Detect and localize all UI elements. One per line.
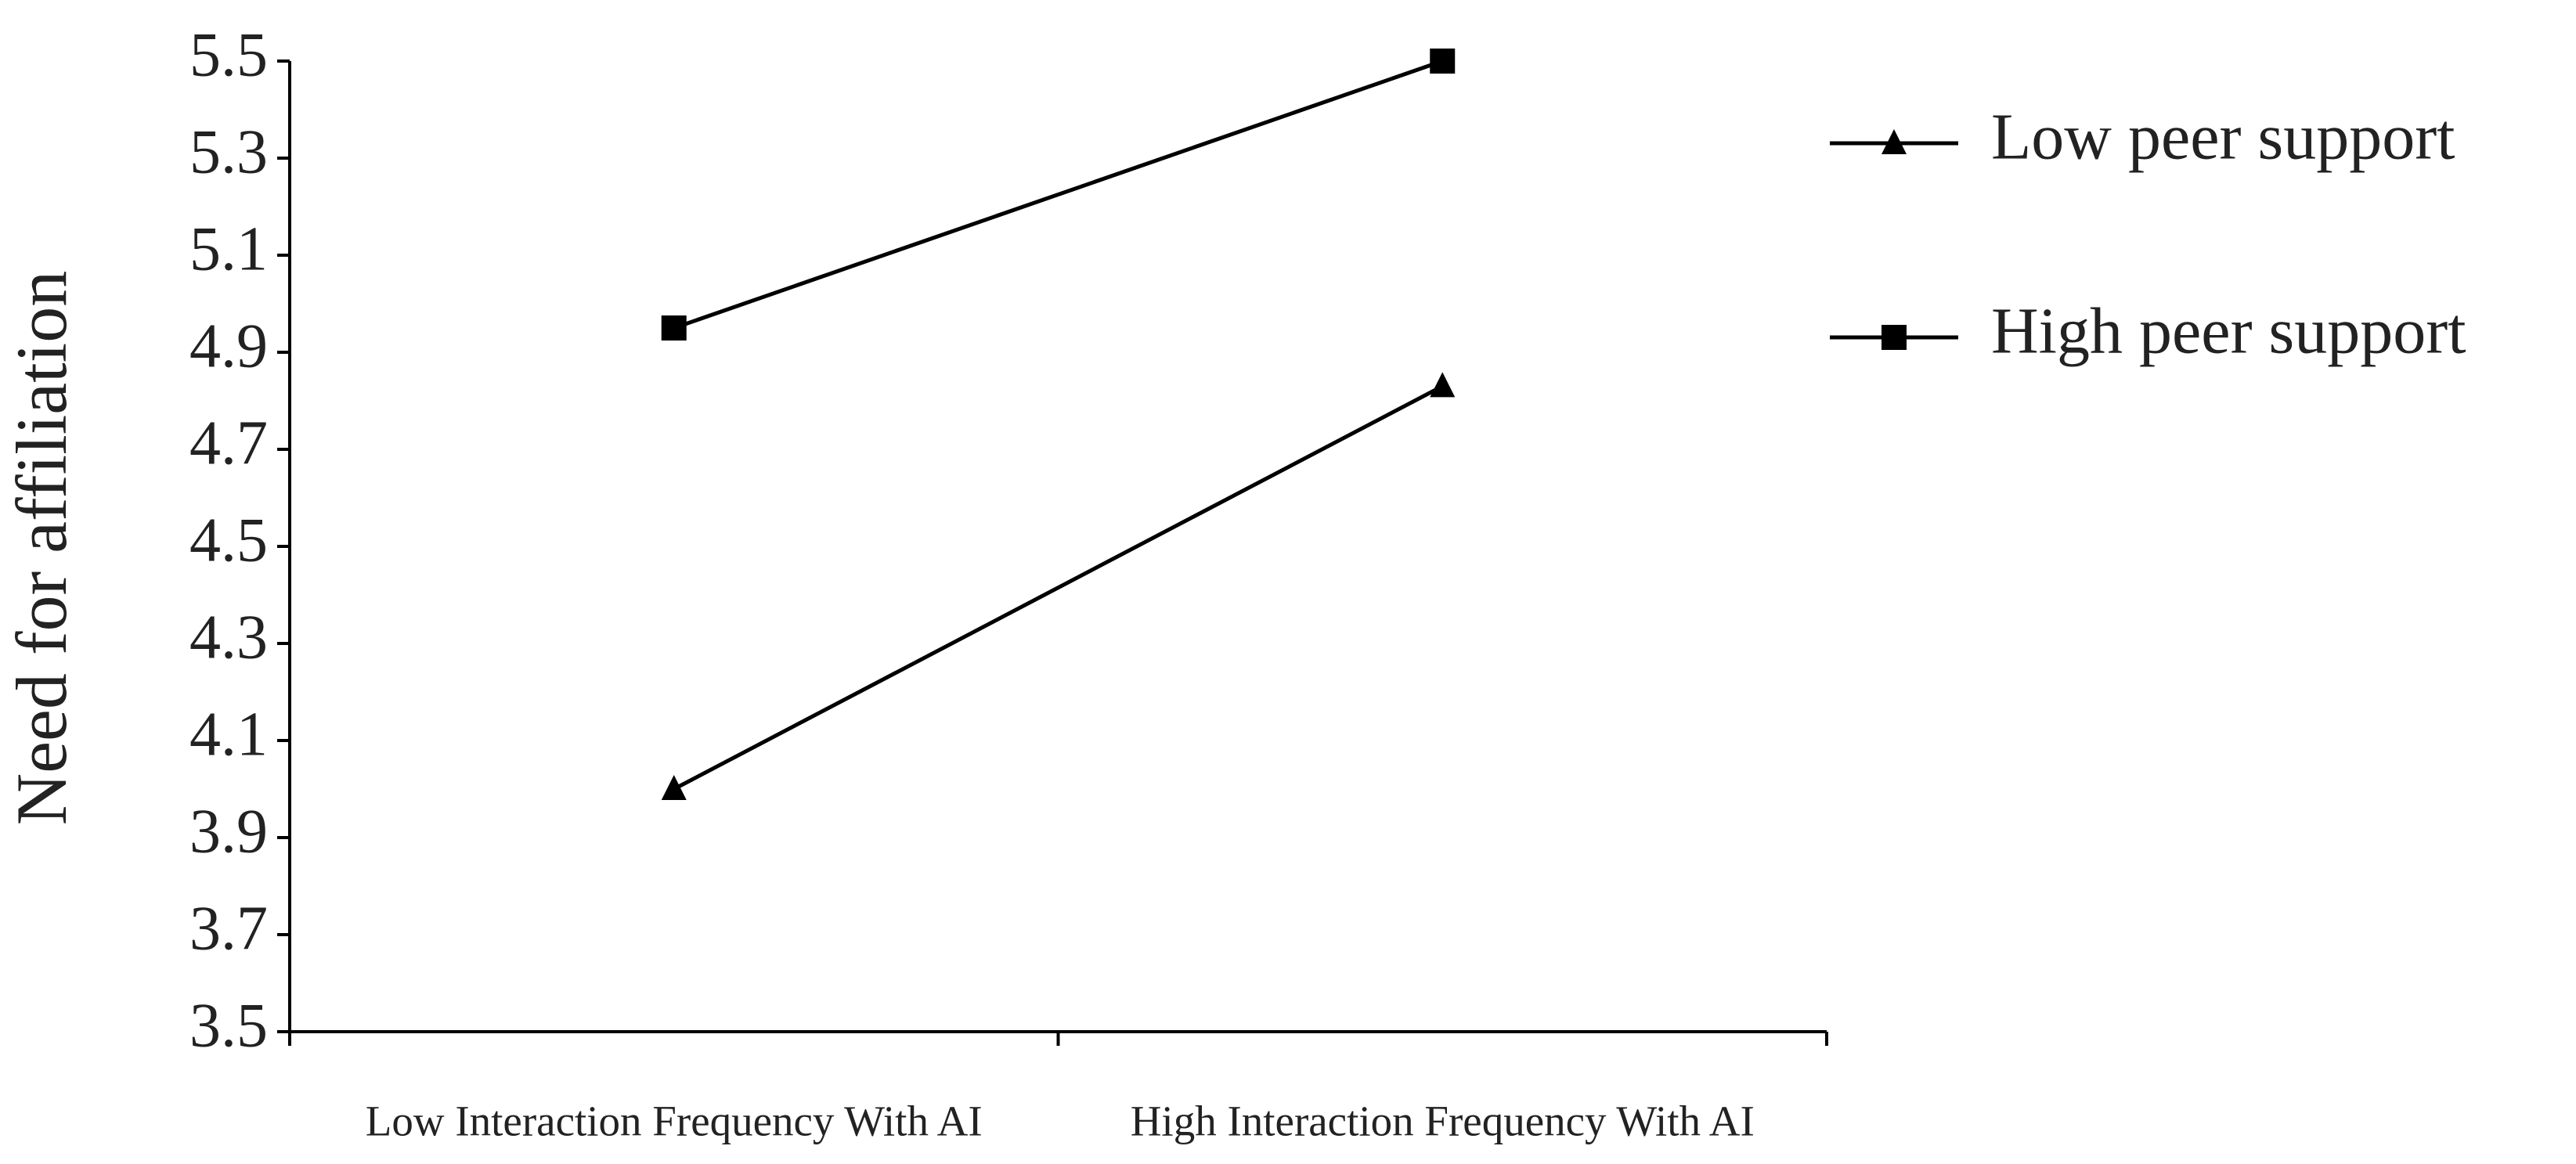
point — [1430, 372, 1456, 398]
y-tick-label: 3.5 — [189, 991, 268, 1060]
x-tick-label: Low Interaction Frequency With AI — [366, 1097, 983, 1145]
y-tick-label: 4.3 — [189, 603, 268, 672]
legend-marker — [1881, 129, 1907, 154]
y-tick-label: 3.7 — [189, 894, 268, 963]
legend-label: Low peer support — [1991, 100, 2455, 173]
point — [1430, 49, 1456, 74]
legend-marker — [1881, 325, 1907, 350]
y-tick-label: 5.3 — [189, 117, 268, 186]
y-tick-label: 4.7 — [189, 409, 268, 477]
legend-label: High peer support — [1991, 294, 2466, 367]
y-tick-label: 4.5 — [189, 506, 268, 575]
y-tick-label: 5.1 — [189, 214, 268, 283]
point — [661, 315, 687, 341]
series-line — [673, 59, 1444, 330]
y-tick-label: 3.9 — [189, 797, 268, 866]
y-axis-title: Need for affiliation — [2, 271, 81, 825]
y-tick-label: 4.1 — [189, 700, 268, 769]
y-tick-label: 5.5 — [189, 20, 268, 89]
series-line — [673, 384, 1444, 791]
point — [661, 775, 687, 800]
x-tick-label: High Interaction Frequency With AI — [1131, 1097, 1755, 1145]
y-tick-label: 4.9 — [189, 312, 268, 380]
